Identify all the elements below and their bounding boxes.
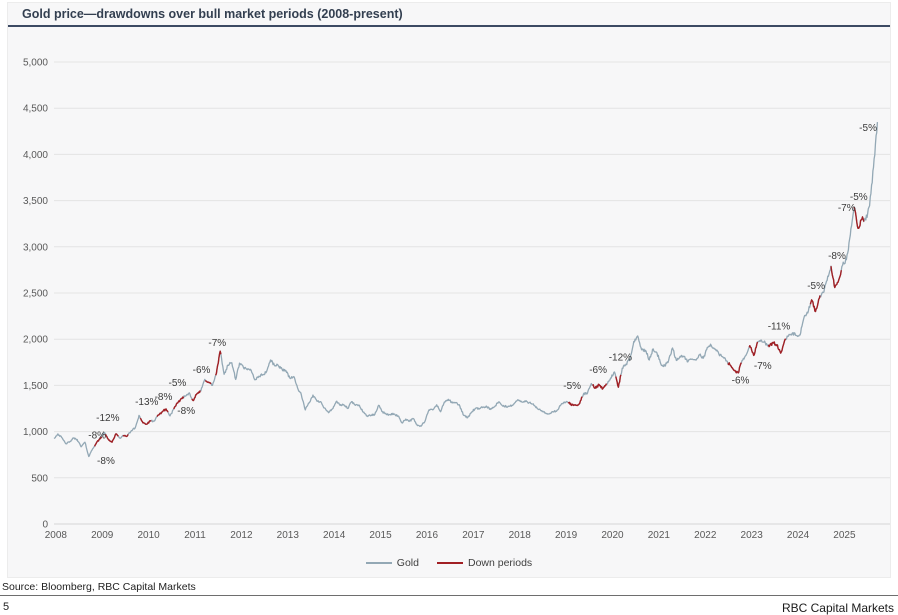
down-period-segment xyxy=(615,374,622,388)
down-period-segment xyxy=(191,390,201,402)
drawdown-annotation: -13% xyxy=(135,397,158,408)
drawdown-annotation: -11% xyxy=(768,321,791,332)
down-period-segment xyxy=(853,206,865,229)
legend-label-gold: Gold xyxy=(396,557,419,569)
gold-price-chart: 0 500 1,000 1,500 2,000 2,500 3,000 3,500 4,000 4… xyxy=(23,58,890,541)
down-period-segment xyxy=(592,383,607,390)
down-period-segment xyxy=(767,338,787,354)
drawdown-annotation: -12% xyxy=(96,413,119,424)
y-tick-label: 4,500 xyxy=(23,104,48,115)
y-tick-label: 2,000 xyxy=(23,335,48,346)
down-period-segment xyxy=(809,295,821,313)
down-period-segment xyxy=(830,266,842,289)
source-note: Source: Bloomberg, RBC Capital Markets xyxy=(2,581,196,593)
down-period-segment xyxy=(727,362,742,374)
footer-divider xyxy=(0,595,898,596)
x-tick-label: 2019 xyxy=(555,530,578,541)
down-period-segment xyxy=(567,396,583,407)
down-period-segment xyxy=(139,417,152,425)
x-tick-label: 2024 xyxy=(787,530,810,541)
x-tick-label: 2017 xyxy=(462,530,485,541)
drawdown-annotation: -5% xyxy=(807,281,825,292)
down-period-segment xyxy=(156,408,169,417)
drawdown-annotation: -8% xyxy=(177,406,195,417)
drawdown-annotation: -5% xyxy=(563,381,581,392)
footer: 5 RBC Capital Markets xyxy=(0,599,898,615)
y-tick-label: 1,000 xyxy=(23,427,48,438)
legend-label-down-periods: Down periods xyxy=(467,557,533,569)
y-tick-label: 2,500 xyxy=(23,289,48,300)
x-tick-label: 2013 xyxy=(277,530,300,541)
drawdown-annotation: -5% xyxy=(850,192,868,203)
drawdown-annotation: -7% xyxy=(838,203,856,214)
drawdown-annotation: -8% xyxy=(828,251,846,262)
gold-line-swatch xyxy=(365,562,392,564)
x-tick-label: 2018 xyxy=(509,530,532,541)
chart-legend: Gold Down periods xyxy=(8,550,890,576)
x-tick-label: 2016 xyxy=(416,530,439,541)
x-tick-label: 2014 xyxy=(323,530,346,541)
down-period-segment xyxy=(173,396,185,410)
down-period-segment xyxy=(204,379,212,385)
down-period-segment xyxy=(122,434,129,438)
x-tick-label: 2020 xyxy=(601,530,624,541)
drawdown-annotation: -5% xyxy=(859,123,877,134)
drawdown-annotation: -5% xyxy=(168,378,186,389)
down-periods-line-swatch xyxy=(436,562,463,564)
y-tick-label: 3,500 xyxy=(23,196,48,207)
down-period-segment xyxy=(748,341,759,357)
drawdown-annotation: -6% xyxy=(589,365,607,376)
chart-title: Gold price—drawdowns over bull market pe… xyxy=(8,3,890,27)
gold-price-chart-card: Gold price—drawdowns over bull market pe… xyxy=(7,2,891,578)
drawdown-annotation: -7% xyxy=(208,338,226,349)
x-tick-label: 2022 xyxy=(694,530,717,541)
page-number: 5 xyxy=(3,601,10,613)
x-tick-label: 2008 xyxy=(45,530,68,541)
legend-item-gold: Gold xyxy=(365,557,419,569)
x-tick-label: 2023 xyxy=(741,530,764,541)
down-period-segment xyxy=(104,433,119,443)
x-tick-label: 2012 xyxy=(230,530,253,541)
y-tick-label: 5,000 xyxy=(23,58,48,69)
drawdown-annotation: -8% xyxy=(88,430,106,441)
drawdown-annotation: -8% xyxy=(155,392,173,403)
down-period-segment xyxy=(93,436,103,447)
x-tick-label: 2010 xyxy=(138,530,161,541)
drawdown-annotation: -6% xyxy=(732,375,750,386)
y-tick-label: 0 xyxy=(42,520,48,531)
legend-item-down-periods: Down periods xyxy=(436,557,533,569)
down-period-segment xyxy=(215,350,222,376)
x-tick-label: 2025 xyxy=(833,530,856,541)
x-tick-label: 2015 xyxy=(369,530,392,541)
x-tick-label: 2009 xyxy=(91,530,114,541)
drawdown-annotation: -12% xyxy=(609,353,632,364)
drawdown-annotation: -6% xyxy=(193,365,211,376)
x-tick-label: 2021 xyxy=(648,530,671,541)
drawdown-annotation: -7% xyxy=(754,361,772,372)
drawdown-annotation: -8% xyxy=(97,456,115,467)
x-tick-label: 2011 xyxy=(184,530,206,541)
y-tick-label: 1,500 xyxy=(23,381,48,392)
y-tick-label: 500 xyxy=(31,473,48,484)
y-tick-label: 3,000 xyxy=(23,242,48,253)
y-tick-label: 4,000 xyxy=(23,150,48,161)
brand-name: RBC Capital Markets xyxy=(781,601,894,615)
